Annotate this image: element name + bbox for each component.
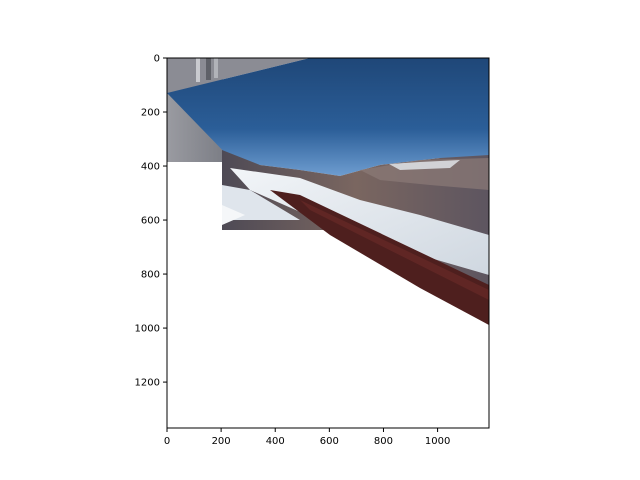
x-tick-label: 0 [164, 436, 170, 447]
y-tick-label: 400 [141, 162, 160, 173]
y-tick-label: 1000 [135, 324, 160, 335]
x-tick-label: 1000 [425, 436, 450, 447]
x-axis: 0 200 400 600 800 1000 [164, 428, 450, 447]
y-axis: 0 200 400 600 800 1000 1200 [135, 54, 167, 389]
y-tick-label: 1200 [135, 378, 160, 389]
y-tick-label: 200 [141, 108, 160, 119]
y-tick-label: 800 [141, 270, 160, 281]
x-tick-label: 400 [266, 436, 285, 447]
x-tick-label: 800 [374, 436, 393, 447]
axes-frame [166, 57, 490, 429]
x-tick-label: 200 [212, 436, 231, 447]
warped-image [167, 58, 489, 325]
y-tick-label: 600 [141, 216, 160, 227]
x-tick-label: 600 [320, 436, 339, 447]
sky-region [167, 58, 489, 176]
y-tick-label: 0 [154, 54, 160, 65]
red-band [270, 190, 489, 325]
